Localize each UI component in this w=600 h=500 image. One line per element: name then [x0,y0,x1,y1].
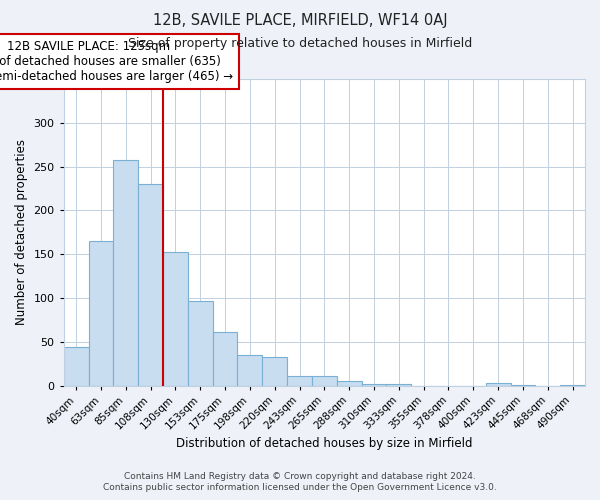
Text: 12B, SAVILE PLACE, MIRFIELD, WF14 0AJ: 12B, SAVILE PLACE, MIRFIELD, WF14 0AJ [152,12,448,28]
Text: Contains public sector information licensed under the Open Government Licence v3: Contains public sector information licen… [103,484,497,492]
X-axis label: Distribution of detached houses by size in Mirfield: Distribution of detached houses by size … [176,437,473,450]
Bar [64,347,89,386]
Bar [188,300,212,386]
Bar [262,356,287,386]
Bar [486,383,511,386]
Bar [386,384,411,386]
Bar [163,252,188,386]
Bar [560,384,585,386]
Bar [362,384,386,386]
Text: 12B SAVILE PLACE: 125sqm
← 58% of detached houses are smaller (635)
42% of semi-: 12B SAVILE PLACE: 125sqm ← 58% of detach… [0,40,233,84]
Bar [138,184,163,386]
Bar [511,384,535,386]
Bar [312,376,337,386]
Bar [212,332,238,386]
Y-axis label: Number of detached properties: Number of detached properties [15,140,28,326]
Bar [287,376,312,386]
Bar [89,241,113,386]
Bar [238,355,262,386]
Bar [337,381,362,386]
Text: Size of property relative to detached houses in Mirfield: Size of property relative to detached ho… [128,38,472,51]
Bar [113,160,138,386]
Text: Contains HM Land Registry data © Crown copyright and database right 2024.: Contains HM Land Registry data © Crown c… [124,472,476,481]
